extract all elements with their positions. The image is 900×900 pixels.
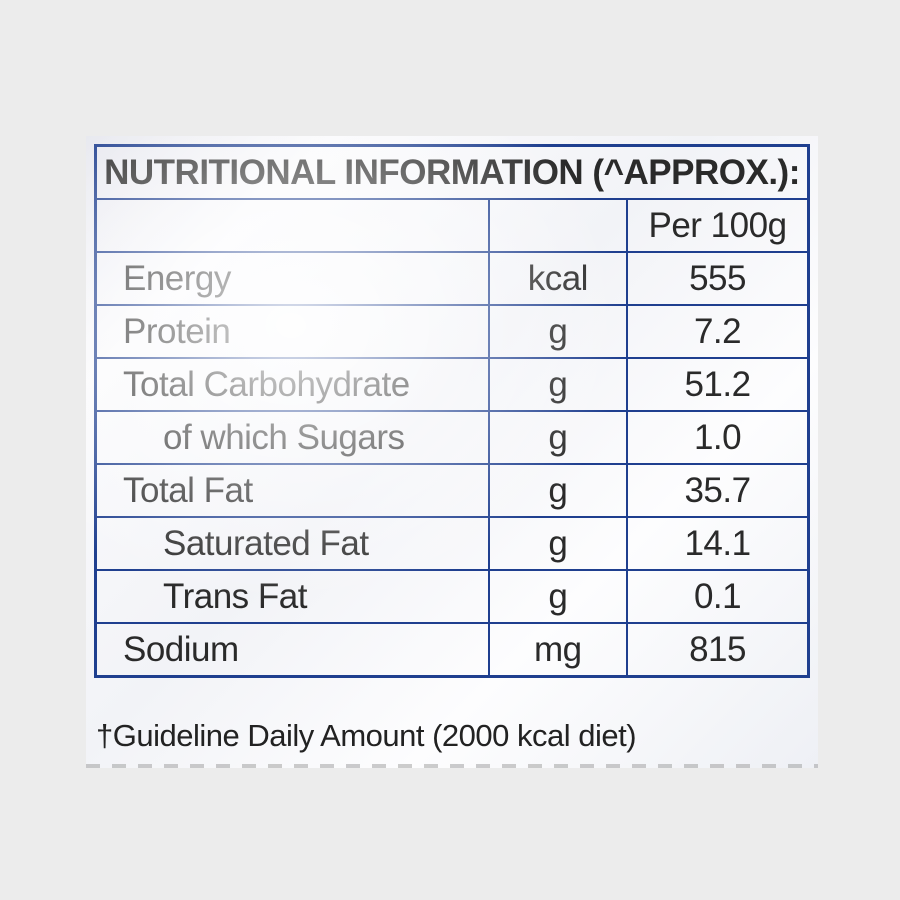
nutrient-unit-trans-fat: g bbox=[487, 569, 629, 624]
nutrient-name-protein: Protein bbox=[94, 304, 490, 359]
table-row: of which Sugars g 1.0 bbox=[94, 410, 810, 465]
nutrient-unit-total-carbohydrate: g bbox=[487, 357, 629, 412]
nutrient-value-sodium: 815 bbox=[626, 622, 810, 678]
nutrient-name-energy: Energy bbox=[94, 251, 490, 306]
nutrient-unit-saturated-fat: g bbox=[487, 516, 629, 571]
header-blank-name bbox=[94, 198, 490, 253]
nutrient-name-sugars: of which Sugars bbox=[94, 410, 490, 465]
nutrient-value-sugars: 1.0 bbox=[626, 410, 810, 465]
footnote: †Guideline Daily Amount (2000 kcal diet) bbox=[96, 718, 637, 753]
nutrient-value-trans-fat: 0.1 bbox=[626, 569, 810, 624]
table-row: Protein g 7.2 bbox=[94, 304, 810, 359]
table-row: Trans Fat g 0.1 bbox=[94, 569, 810, 624]
nutrient-unit-energy: kcal bbox=[487, 251, 629, 306]
header-blank-unit bbox=[487, 198, 629, 253]
nutrient-unit-total-fat: g bbox=[487, 463, 629, 518]
table-row: Total Carbohydrate g 51.2 bbox=[94, 357, 810, 412]
nutrient-value-energy: 555 bbox=[626, 251, 810, 306]
nutrient-unit-sodium: mg bbox=[487, 622, 629, 678]
nutrient-value-protein: 7.2 bbox=[626, 304, 810, 359]
nutrient-name-total-fat: Total Fat bbox=[94, 463, 490, 518]
nutrition-table: NUTRITIONAL INFORMATION (^APPROX.): Per … bbox=[94, 144, 810, 678]
table-row: Sodium mg 815 bbox=[94, 622, 810, 678]
table-row: Total Fat g 35.7 bbox=[94, 463, 810, 518]
table-title-row: NUTRITIONAL INFORMATION (^APPROX.): bbox=[94, 144, 810, 200]
column-header-per-100g: Per 100g bbox=[626, 198, 810, 253]
table-title: NUTRITIONAL INFORMATION (^APPROX.): bbox=[94, 144, 810, 200]
label-photo: NUTRITIONAL INFORMATION (^APPROX.): Per … bbox=[86, 136, 818, 768]
column-header-row: Per 100g bbox=[94, 198, 810, 253]
nutrient-unit-protein: g bbox=[487, 304, 629, 359]
nutrient-name-trans-fat: Trans Fat bbox=[94, 569, 490, 624]
nutrient-name-total-carbohydrate: Total Carbohydrate bbox=[94, 357, 490, 412]
nutrient-value-total-fat: 35.7 bbox=[626, 463, 810, 518]
nutrient-name-sodium: Sodium bbox=[94, 622, 490, 678]
nutrient-unit-sugars: g bbox=[487, 410, 629, 465]
table-row: Saturated Fat g 14.1 bbox=[94, 516, 810, 571]
table-row: Energy kcal 555 bbox=[94, 251, 810, 306]
nutrient-value-saturated-fat: 14.1 bbox=[626, 516, 810, 571]
nutrient-value-total-carbohydrate: 51.2 bbox=[626, 357, 810, 412]
nutrient-name-saturated-fat: Saturated Fat bbox=[94, 516, 490, 571]
cropped-text-edge bbox=[86, 764, 818, 768]
